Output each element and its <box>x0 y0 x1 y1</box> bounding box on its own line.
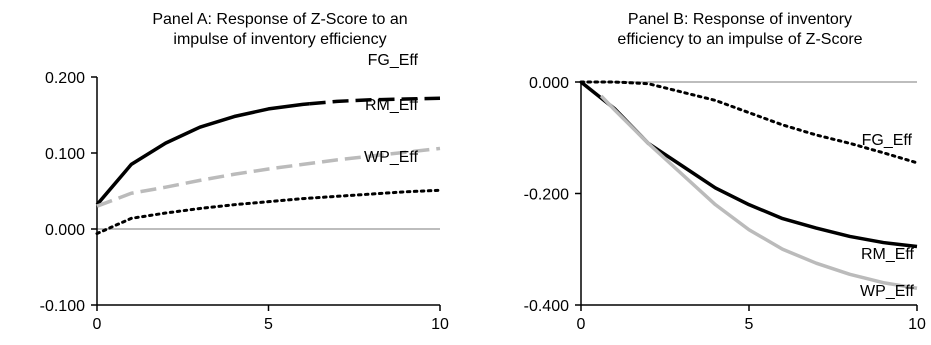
panel-a-y-tick-label: -0.100 <box>40 298 85 315</box>
panel-a-label-wp-eff: WP_Eff <box>364 149 419 166</box>
panel-b-title-line-2: efficiency to an impulse of Z-Score <box>617 31 863 48</box>
panel-a-x-tick-label: 0 <box>93 316 102 333</box>
panel-a-label-rm-eff: RM_Eff <box>365 97 419 114</box>
panel-b-y-tick-label: -0.200 <box>524 187 569 204</box>
panel-b-label-wp-eff: WP_Eff <box>860 283 915 300</box>
panel-b-title: Panel B: Response of inventory efficienc… <box>545 10 931 50</box>
panel-a-line-fg-eff-solid <box>95 102 310 206</box>
panel-b-label-rm-eff: RM_Eff <box>861 246 915 263</box>
panel-a-title-line-2: impulse of inventory efficiency <box>173 31 387 48</box>
panel-a-y-tick-label: 0.000 <box>45 222 85 239</box>
panel-a-title: Panel A: Response of Z-Score to an impul… <box>80 10 480 50</box>
panel-a-x-tick-label: 5 <box>264 316 273 333</box>
panel-b-x-tick-label: 10 <box>908 316 926 333</box>
panel-b-y-tick-label: -0.400 <box>524 298 569 315</box>
panel-a-chart: -0.100 0.000 0.100 0.200 0 5 10 FG_Eff RM_Eff WP_… <box>40 52 449 333</box>
panel-b-y-tick-label: 0.000 <box>529 75 569 92</box>
panel-b-x-tick-label: 5 <box>745 316 754 333</box>
panel-a-y-tick-label: 0.100 <box>45 146 85 163</box>
panel-b-line-fg-eff <box>579 80 919 165</box>
panel-b-x-tick-label: 0 <box>577 316 586 333</box>
panel-a-line-rm-eff <box>96 146 441 208</box>
panel-b-chart: -0.400 -0.200 0.000 0 5 10 FG_Eff RM_Eff WP_Eff <box>524 75 926 333</box>
panel-a-x-tick-label: 10 <box>431 316 449 333</box>
panel-a-y-tick-label: 0.200 <box>45 70 85 87</box>
panel-a-title-line-1: Panel A: Response of Z-Score to an <box>152 11 408 28</box>
panel-a-label-fg-eff: FG_Eff <box>368 52 419 69</box>
panel-b-title-line-1: Panel B: Response of inventory <box>627 11 853 28</box>
panel-a-line-wp-eff <box>95 188 442 236</box>
panel-b-line-wp-eff <box>599 94 918 291</box>
panel-b-line-rm-eff <box>579 80 918 249</box>
panel-b-label-fg-eff: FG_Eff <box>862 132 913 149</box>
panel-a-line-fg-eff-dashed <box>309 96 441 106</box>
